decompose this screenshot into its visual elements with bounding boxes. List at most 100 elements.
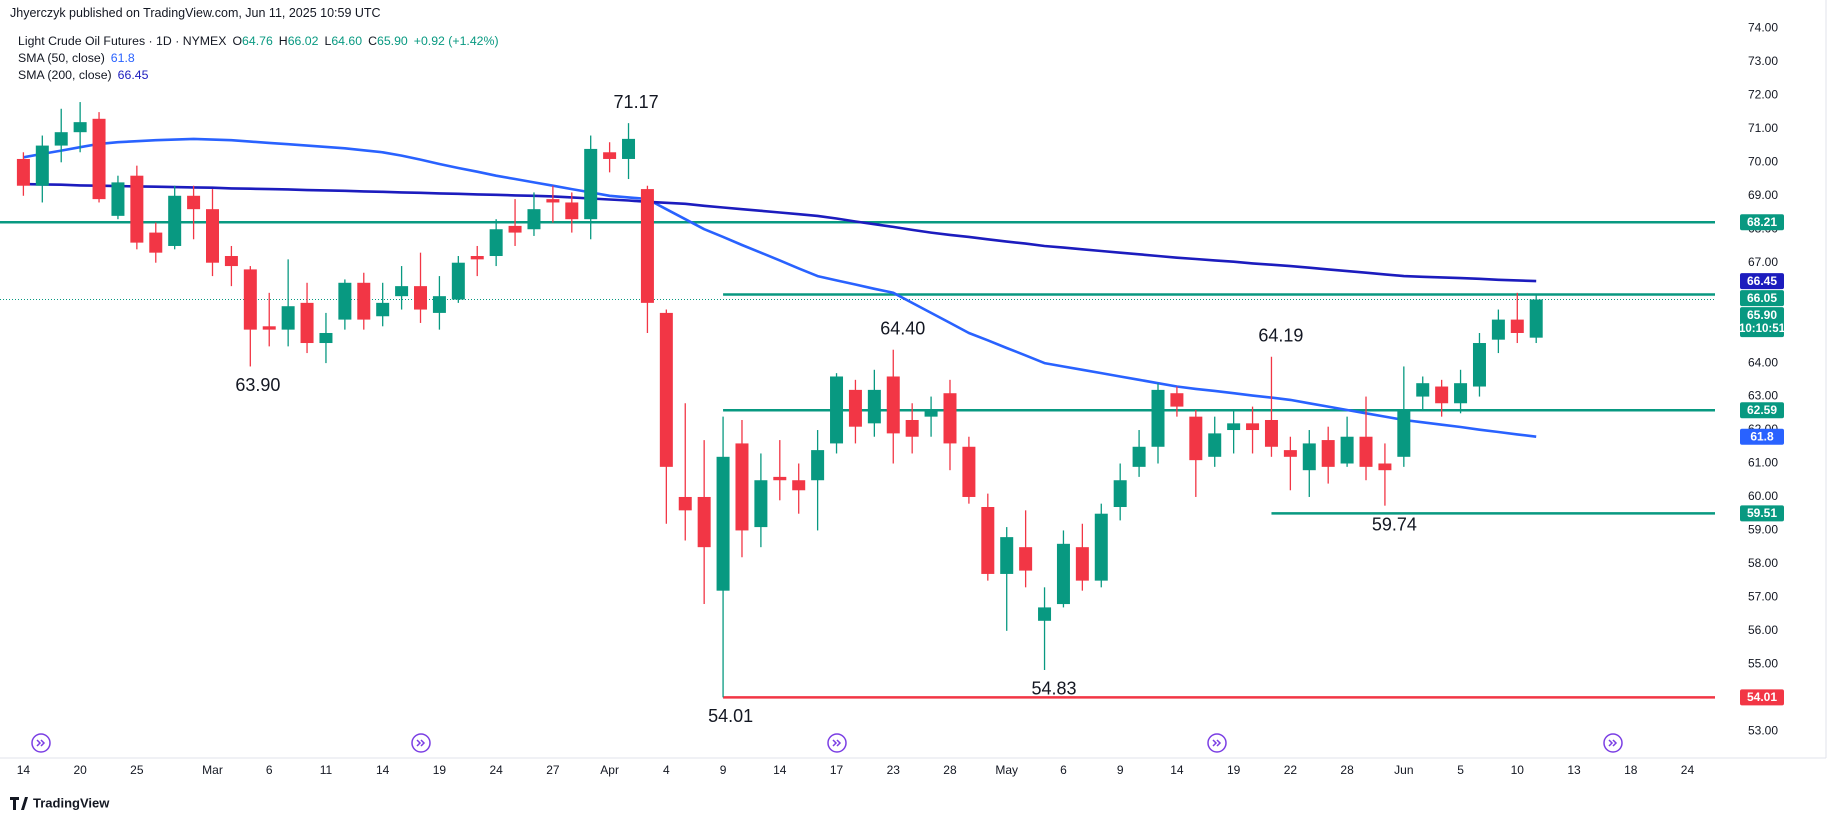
- x-tick-label: 6: [1060, 763, 1067, 777]
- candle-body: [1208, 433, 1222, 457]
- event-icon[interactable]: [31, 733, 51, 753]
- candle-body: [281, 306, 295, 330]
- candle-body: [224, 256, 238, 267]
- candle-body: [905, 419, 919, 437]
- candle-body: [1056, 543, 1070, 605]
- candle-body: [1340, 436, 1354, 464]
- x-tick-label: Apr: [600, 763, 619, 777]
- price-annotation: 63.90: [235, 375, 280, 395]
- x-tick-label: 25: [130, 763, 144, 777]
- price-annotation: 64.40: [880, 318, 925, 338]
- candle-body: [754, 480, 768, 528]
- price-tag: [1740, 689, 1784, 706]
- candle-body: [1075, 547, 1089, 581]
- candle-body: [432, 296, 446, 313]
- price-tag: [1740, 505, 1784, 522]
- candle-body: [168, 195, 182, 246]
- event-icon[interactable]: [827, 733, 847, 753]
- sma-line: [23, 182, 1537, 283]
- candle-body: [867, 389, 881, 424]
- x-tick-label: 10: [1511, 763, 1525, 777]
- candle-body: [1189, 416, 1203, 461]
- candle-body: [1246, 423, 1260, 431]
- price-tag-label: 66.05: [1747, 291, 1777, 305]
- candle-body: [1283, 450, 1297, 457]
- candle-body: [395, 286, 409, 297]
- x-tick-label: 24: [1681, 763, 1695, 777]
- candle-body: [1038, 607, 1052, 621]
- candle-body: [886, 376, 900, 434]
- candle-body: [1132, 446, 1146, 467]
- candle-body: [659, 312, 673, 467]
- brand-logo: TradingView: [10, 795, 110, 810]
- candle-body: [1019, 547, 1033, 571]
- candle-body: [1227, 423, 1241, 431]
- candle-body: [735, 443, 749, 531]
- x-tick-label: Jun: [1394, 763, 1413, 777]
- candle-body: [811, 450, 825, 481]
- y-tick-label: 56.00: [1748, 623, 1778, 637]
- candle-body: [54, 132, 68, 146]
- candle-body: [527, 209, 541, 230]
- y-tick-label: 58.00: [1748, 556, 1778, 570]
- y-tick-label: 64.00: [1748, 355, 1778, 369]
- indicator-value: 61.8: [110, 51, 135, 65]
- x-tick-label: 14: [17, 763, 31, 777]
- candle-body: [243, 269, 257, 330]
- event-icon[interactable]: [1603, 733, 1623, 753]
- price-tag: [1740, 402, 1784, 419]
- event-icon[interactable]: [1207, 733, 1227, 753]
- candle-body: [1491, 319, 1505, 340]
- x-tick-label: 13: [1567, 763, 1581, 777]
- legend-change: +0.92 (+1.42%): [413, 34, 499, 48]
- candle-body: [508, 225, 522, 233]
- y-tick-label: 73.00: [1748, 54, 1778, 68]
- price-annotation: 64.19: [1258, 325, 1303, 345]
- candle-body: [565, 202, 579, 220]
- candle-body: [1529, 299, 1543, 338]
- price-tag: [1740, 290, 1784, 307]
- candle-body: [338, 282, 352, 320]
- y-tick-label: 61.00: [1748, 456, 1778, 470]
- price-tag: [1740, 214, 1784, 231]
- x-tick-label: 9: [720, 763, 727, 777]
- x-tick-label: 4: [663, 763, 670, 777]
- price-tag-label: 66.45: [1747, 274, 1777, 288]
- candle-body: [546, 199, 560, 203]
- price-tag-label: 61.8: [1750, 429, 1774, 443]
- price-tag: [1740, 273, 1784, 290]
- symbol-title: Light Crude Oil Futures · 1D · NYMEX: [18, 34, 227, 48]
- candle-body: [943, 393, 957, 444]
- event-icon[interactable]: [411, 733, 431, 753]
- candle-body: [1510, 319, 1524, 333]
- x-tick-label: 19: [1227, 763, 1241, 777]
- price-annotation: 54.01: [708, 706, 753, 726]
- x-tick-label: 5: [1457, 763, 1464, 777]
- y-tick-label: 72.00: [1748, 88, 1778, 102]
- candle-body: [35, 145, 49, 186]
- y-tick-label: 57.00: [1748, 590, 1778, 604]
- candle-body: [848, 389, 862, 427]
- candle-body: [262, 326, 276, 330]
- brand: TradingView: [33, 795, 110, 810]
- legend-value: 64.60: [331, 34, 363, 48]
- indicator-legend: SMA (200, close) 66.45: [18, 67, 499, 84]
- candle-body: [357, 282, 371, 320]
- candle-body: [678, 496, 692, 511]
- candle-body: [206, 209, 219, 263]
- candle-body: [1094, 513, 1108, 581]
- candle-body: [1151, 389, 1165, 447]
- x-tick-label: 28: [1340, 763, 1354, 777]
- y-tick-label: 74.00: [1748, 21, 1778, 35]
- candle-body: [16, 158, 30, 186]
- price-tag: [1740, 307, 1784, 338]
- candle-body: [319, 332, 333, 344]
- candle-body: [92, 118, 106, 200]
- y-tick-label: 59.00: [1748, 523, 1778, 537]
- y-tick-label: 67.00: [1748, 255, 1778, 269]
- candle-body: [130, 175, 144, 243]
- price-annotation: 54.83: [1031, 679, 1076, 699]
- sma-line: [23, 137, 1537, 438]
